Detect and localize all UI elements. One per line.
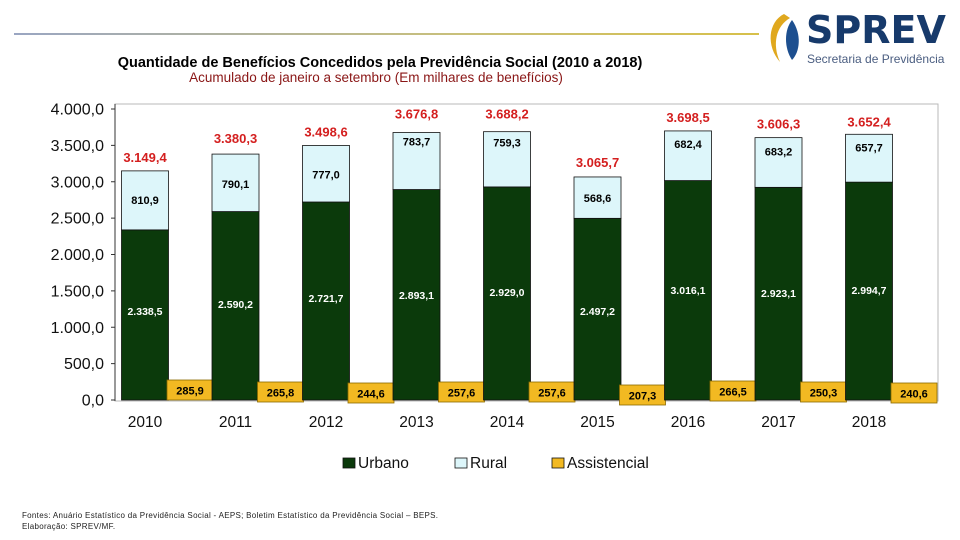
x-tick-label: 2015 xyxy=(580,414,614,431)
y-tick-label: 3.500,0 xyxy=(51,138,104,155)
label-total: 3.380,3 xyxy=(214,131,257,146)
bar-urbano xyxy=(483,186,531,401)
brand-name: SPREV xyxy=(806,8,946,52)
label-assistencial: 265,8 xyxy=(267,388,295,400)
bar-rural xyxy=(754,137,803,188)
label-urbano: 2.994,7 xyxy=(851,285,886,297)
legend-label-rural: Rural xyxy=(470,455,507,472)
y-tick-label: 1.500,0 xyxy=(51,283,104,300)
label-assistencial: 285,9 xyxy=(176,386,204,398)
label-total: 3.065,7 xyxy=(576,155,619,170)
bar-urbano xyxy=(302,201,350,401)
label-urbano: 2.497,2 xyxy=(580,306,615,318)
label-total: 3.606,3 xyxy=(757,117,800,132)
bar-rural xyxy=(121,170,169,231)
chart-title: Quantidade de Benefícios Concedidos pela… xyxy=(117,55,643,71)
label-rural: 682,4 xyxy=(674,139,702,151)
bar-urbano xyxy=(845,181,893,401)
y-tick-label: 4.000,0 xyxy=(51,102,104,119)
bar-assistencial xyxy=(890,382,938,404)
label-total: 3.652,4 xyxy=(847,114,891,129)
bar-urbano xyxy=(573,217,622,401)
bar-urbano xyxy=(392,189,441,401)
bar-urbano xyxy=(211,211,260,401)
bar-rural xyxy=(483,131,531,188)
x-tick-label: 2017 xyxy=(761,414,795,431)
label-assistencial: 207,3 xyxy=(629,391,657,403)
label-rural: 683,2 xyxy=(765,147,793,159)
label-assistencial: 240,6 xyxy=(900,389,928,401)
label-rural: 783,7 xyxy=(403,137,431,149)
label-assistencial: 257,6 xyxy=(538,388,566,400)
label-urbano: 2.893,1 xyxy=(399,290,434,302)
bar-rural xyxy=(392,132,441,190)
bar-rural xyxy=(211,153,260,212)
label-urbano: 2.929,0 xyxy=(489,287,524,299)
label-urbano: 2.590,2 xyxy=(218,299,253,311)
label-assistencial: 250,3 xyxy=(810,388,838,400)
label-total: 3.498,6 xyxy=(304,124,347,139)
bar-urbano xyxy=(664,180,712,401)
sources-note: Fontes: Anuário Estatístico da Previdênc… xyxy=(22,511,439,520)
label-total: 3.676,8 xyxy=(395,107,438,122)
bar-rural xyxy=(845,133,893,183)
x-tick-label: 2016 xyxy=(671,414,705,431)
label-total: 3.149,4 xyxy=(123,150,167,165)
header-divider-line xyxy=(14,33,759,35)
y-tick-label: 1.000,0 xyxy=(51,320,104,337)
label-assistencial: 266,5 xyxy=(719,387,747,399)
x-tick-label: 2014 xyxy=(490,414,525,431)
legend-swatch-assistencial xyxy=(551,457,565,469)
label-rural: 568,6 xyxy=(584,193,612,205)
y-tick-label: 3.000,0 xyxy=(51,174,104,191)
y-tick-label: 0,0 xyxy=(82,393,104,410)
bar-urbano xyxy=(754,186,803,401)
label-urbano: 2.721,7 xyxy=(308,293,343,305)
legend-label-assistencial: Assistencial xyxy=(567,455,649,472)
y-tick-label: 500,0 xyxy=(64,356,104,373)
x-tick-label: 2012 xyxy=(309,414,343,431)
x-tick-label: 2010 xyxy=(128,414,163,431)
legend-swatch-rural xyxy=(454,457,468,469)
label-total: 3.688,2 xyxy=(485,107,528,122)
x-tick-label: 2018 xyxy=(852,414,886,431)
label-total: 3.698,5 xyxy=(666,110,709,125)
label-urbano: 2.923,1 xyxy=(761,288,796,300)
label-rural: 759,3 xyxy=(493,138,521,150)
label-urbano: 2.338,5 xyxy=(127,306,162,318)
legend-swatch-urbano xyxy=(342,457,356,469)
sprev-logo-icon xyxy=(770,14,799,62)
footer-notes: Fontes: Anuário Estatístico da Previdênc… xyxy=(22,510,438,532)
bar-rural xyxy=(302,145,350,203)
label-rural: 657,7 xyxy=(855,142,883,154)
brand-subtitle: Secretaria de Previdência xyxy=(807,52,945,66)
legend-label-urbano: Urbano xyxy=(358,455,409,472)
elaboration-note: Elaboração: SPREV/MF. xyxy=(22,522,116,531)
bar-rural xyxy=(664,130,712,181)
y-tick-label: 2.500,0 xyxy=(51,211,104,228)
label-rural: 790,1 xyxy=(222,179,250,191)
chart-subtitle: Acumulado de janeiro a setembro (Em milh… xyxy=(189,70,563,85)
label-urbano: 3.016,1 xyxy=(670,285,705,297)
bar-rural xyxy=(573,176,622,219)
label-rural: 810,9 xyxy=(131,195,159,207)
label-rural: 777,0 xyxy=(312,169,340,181)
x-tick-label: 2013 xyxy=(399,414,433,431)
x-tick-label: 2011 xyxy=(219,414,252,431)
label-assistencial: 244,6 xyxy=(357,389,385,401)
y-tick-label: 2.000,0 xyxy=(51,247,104,264)
label-assistencial: 257,6 xyxy=(448,388,476,400)
